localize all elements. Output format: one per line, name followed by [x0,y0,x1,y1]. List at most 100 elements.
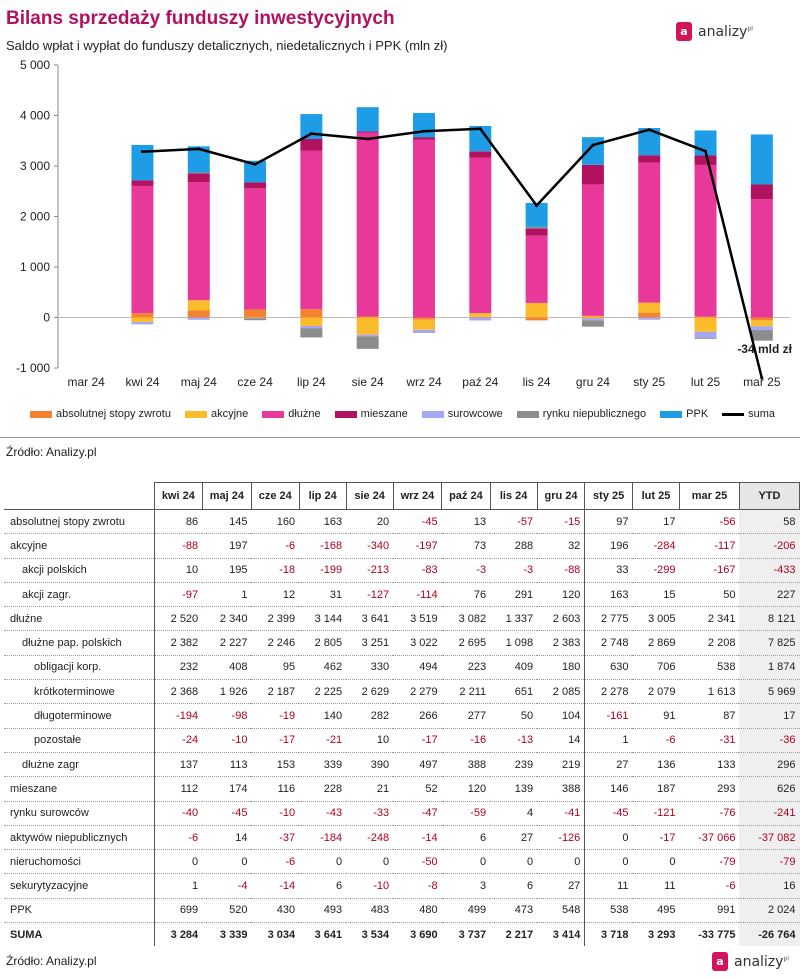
table-row: rynku surowców -40 -45 -10 -43 -33 -47 -59 4 -41-… [4,801,800,826]
bar-segment [244,318,267,321]
table-cell: 196 [584,533,633,559]
row-label: nieruchomości [4,849,155,875]
bar-segment [356,107,379,132]
x-tick-label: lis 24 [523,375,551,389]
table-cell: 473 [490,898,538,924]
bar-segment [187,182,210,301]
bar-segment [187,173,210,183]
table-cell: 228 [299,776,347,802]
bar-segment [356,131,379,133]
table-cell: 174 [202,776,252,802]
table-cell: 520 [202,898,252,924]
table-cell: 499 [441,898,491,924]
bar-segment [581,318,604,321]
table-cell: 239 [490,752,538,778]
table-cell: -8 [393,873,442,899]
table-cell: -284 [632,533,680,559]
y-tick-label: 4 000 [20,109,50,123]
table-cell: 21 [346,776,394,802]
table-cell: -213 [346,558,394,583]
table-cell: -79 [679,849,740,875]
table-cell: 296 [739,752,800,778]
table-cell: 73 [441,533,491,559]
table-cell: 1 337 [490,606,538,632]
table-cell: 58 [739,509,800,535]
suma-point [422,129,426,133]
suma-point [366,137,370,141]
bar-segment [187,317,210,320]
table-row: PPK 699 520 430 493 483 480 499 473 548 538 495 991 2… [4,898,800,924]
table-cell: -117 [679,533,740,559]
table-cell: 16 [739,873,800,899]
table-cell: -31 [679,728,740,753]
legend-item: surowcowe [421,408,503,420]
table-header-cell: YTD [738,482,800,510]
table-cell: 50 [490,703,538,729]
table-row: aktywów niepublicznych -6 14 -37 -184 -248 -14… [4,825,800,851]
table-cell: 50 [679,582,740,608]
table-cell: 2 748 [584,630,633,656]
table-cell: -37 [251,825,300,851]
legend-item: suma [722,408,775,420]
table-cell: 3 534 [361,928,390,941]
table-row: krótkoterminowe 2 368 1 926 2 187 2 225 2 629… [4,679,800,705]
table-cell: -40 [154,801,203,826]
bar-segment [244,182,267,189]
logo-mark-icon: a [712,952,728,971]
table-header-cell: maj 24 [202,482,252,510]
table-cell: -17 [251,728,300,753]
bar-segment [750,199,773,318]
table-cell: 0 [584,825,633,851]
table-cell: 2 603 [537,606,585,632]
table-cell: 160 [251,509,300,535]
table-cell: 136 [632,752,680,778]
table-header-empty [4,482,155,510]
table-cell: 480 [393,898,442,924]
table-cell: 2 340 [202,606,252,632]
suma-point [140,150,144,154]
chart-title: Bilans sprzedaży funduszy inwestycyjnych [6,8,395,29]
row-label: akcyjne [4,533,155,559]
table-cell: 3 690 [410,928,438,941]
table-cell: 3 737 [458,928,487,941]
table-cell: 0 [632,849,680,875]
table-cell: 27 [584,752,633,778]
row-label: dłużne [4,606,155,632]
table-cell: 223 [441,655,491,681]
table-cell: -33 [346,801,394,826]
table-cell: -6 [154,825,203,851]
bar-segment [300,150,323,310]
table-cell: 12 [251,582,300,608]
table-cell: -433 [739,558,800,583]
table-cell: 409 [490,655,538,681]
bar-segment [244,309,267,318]
table-cell: 3 641 [314,928,343,941]
legend-label: suma [748,408,776,420]
x-tick-label: paź 24 [462,375,498,389]
legend-item: absolutnej stopy zwrotu [30,408,171,420]
table-cell: -98 [202,703,252,729]
bar-segment [356,132,379,317]
bar-segment [750,317,773,321]
table-cell: 3 339 [219,928,248,941]
table-cell: 3 251 [346,630,394,656]
table-cell: -206 [739,533,800,559]
table-cell: 2 629 [346,679,394,705]
table-cell: -45 [393,509,442,535]
table-header-cell: gru 24 [537,482,586,510]
bar-segment [638,155,661,163]
suma-point [591,143,595,147]
table-cell: 120 [441,776,491,802]
table-cell: -10 [251,801,300,826]
table-cell: 2 520 [154,606,203,632]
table-cell: 6 [490,873,538,899]
table-cell: 462 [299,655,347,681]
logo-text: analizypl [734,953,789,970]
row-label: rynku surowców [4,801,155,826]
table-cell: 153 [251,752,300,778]
table-row: absolutnej stopy zwrotu 86 145 160 163 20 -45 1… [4,509,800,535]
table-cell: 3 082 [441,606,491,632]
x-tick-label: lip 24 [297,375,326,389]
bar-segment [131,144,154,181]
table-row: akcji zagr. -97 1 12 31 -127 -114 76 291 120 163 15… [4,582,800,608]
